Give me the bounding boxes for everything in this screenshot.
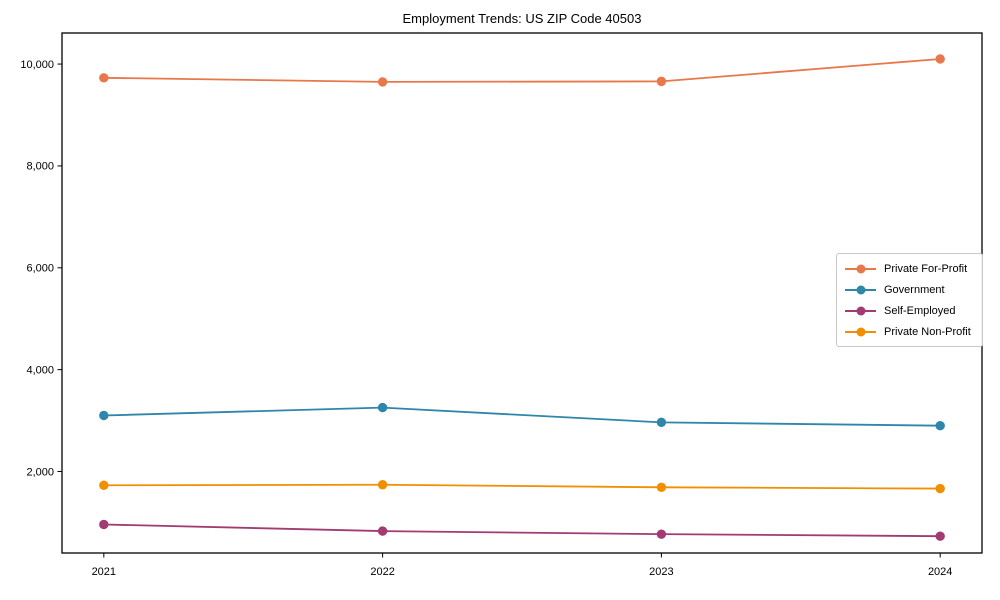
legend-label: Self-Employed: [884, 304, 956, 317]
data-point-private-non-profit: [656, 482, 667, 492]
y-tick-label: 10,000: [20, 59, 54, 71]
data-point-private-non-profit: [935, 483, 945, 494]
data-point-government: [656, 417, 667, 428]
x-tick-label: 2021: [92, 566, 116, 578]
data-point-government: [99, 410, 109, 421]
data-point-private-for-profit: [935, 54, 945, 64]
data-point-self-employed: [935, 531, 945, 541]
legend-marker-icon: [856, 285, 865, 294]
data-point-private-for-profit: [656, 76, 667, 87]
legend-item-private-for-profit: Private For-Profit: [845, 258, 974, 279]
legend-marker-icon: [856, 264, 865, 273]
legend-item-private-non-profit: Private Non-Profit: [845, 321, 974, 342]
y-tick-label: 8,000: [26, 161, 54, 173]
legend-marker-icon: [856, 327, 865, 336]
legend: Private For-Profit Government Self-Employe…: [836, 253, 983, 347]
x-tick-label: 2022: [370, 566, 394, 578]
x-tick-label: 2023: [649, 566, 673, 578]
data-point-self-employed: [377, 526, 388, 536]
legend-line-sample: [845, 264, 876, 273]
data-point-private-for-profit: [99, 73, 109, 83]
legend-item-government: Government: [845, 279, 974, 300]
y-tick-label: 2,000: [26, 466, 54, 478]
data-point-self-employed: [99, 519, 109, 530]
legend-line-sample: [845, 327, 876, 336]
legend-item-self-employed: Self-Employed: [845, 300, 974, 321]
y-tick-label: 6,000: [26, 263, 54, 275]
data-point-government: [377, 402, 388, 413]
legend-label: Private For-Profit: [884, 262, 968, 275]
legend-line-sample: [845, 285, 876, 294]
series-line-government: [103, 406, 941, 427]
legend-label: Government: [884, 283, 945, 296]
data-point-private-non-profit: [377, 480, 388, 490]
y-tick-label: 4,000: [26, 364, 54, 376]
legend-line-sample: [845, 306, 876, 315]
series-line-private-non-profit: [103, 483, 941, 490]
chart-title: Employment Trends: US ZIP Code 40503: [402, 11, 642, 26]
series-line-self-employed: [103, 523, 941, 538]
data-point-private-non-profit: [99, 480, 109, 490]
data-point-self-employed: [656, 529, 667, 539]
data-point-private-for-profit: [377, 77, 388, 87]
series-line-private-for-profit: [103, 58, 941, 83]
legend-marker-icon: [856, 306, 865, 315]
data-point-government: [935, 420, 945, 431]
legend-label: Private Non-Profit: [884, 325, 971, 338]
x-tick-label: 2024: [928, 566, 952, 578]
